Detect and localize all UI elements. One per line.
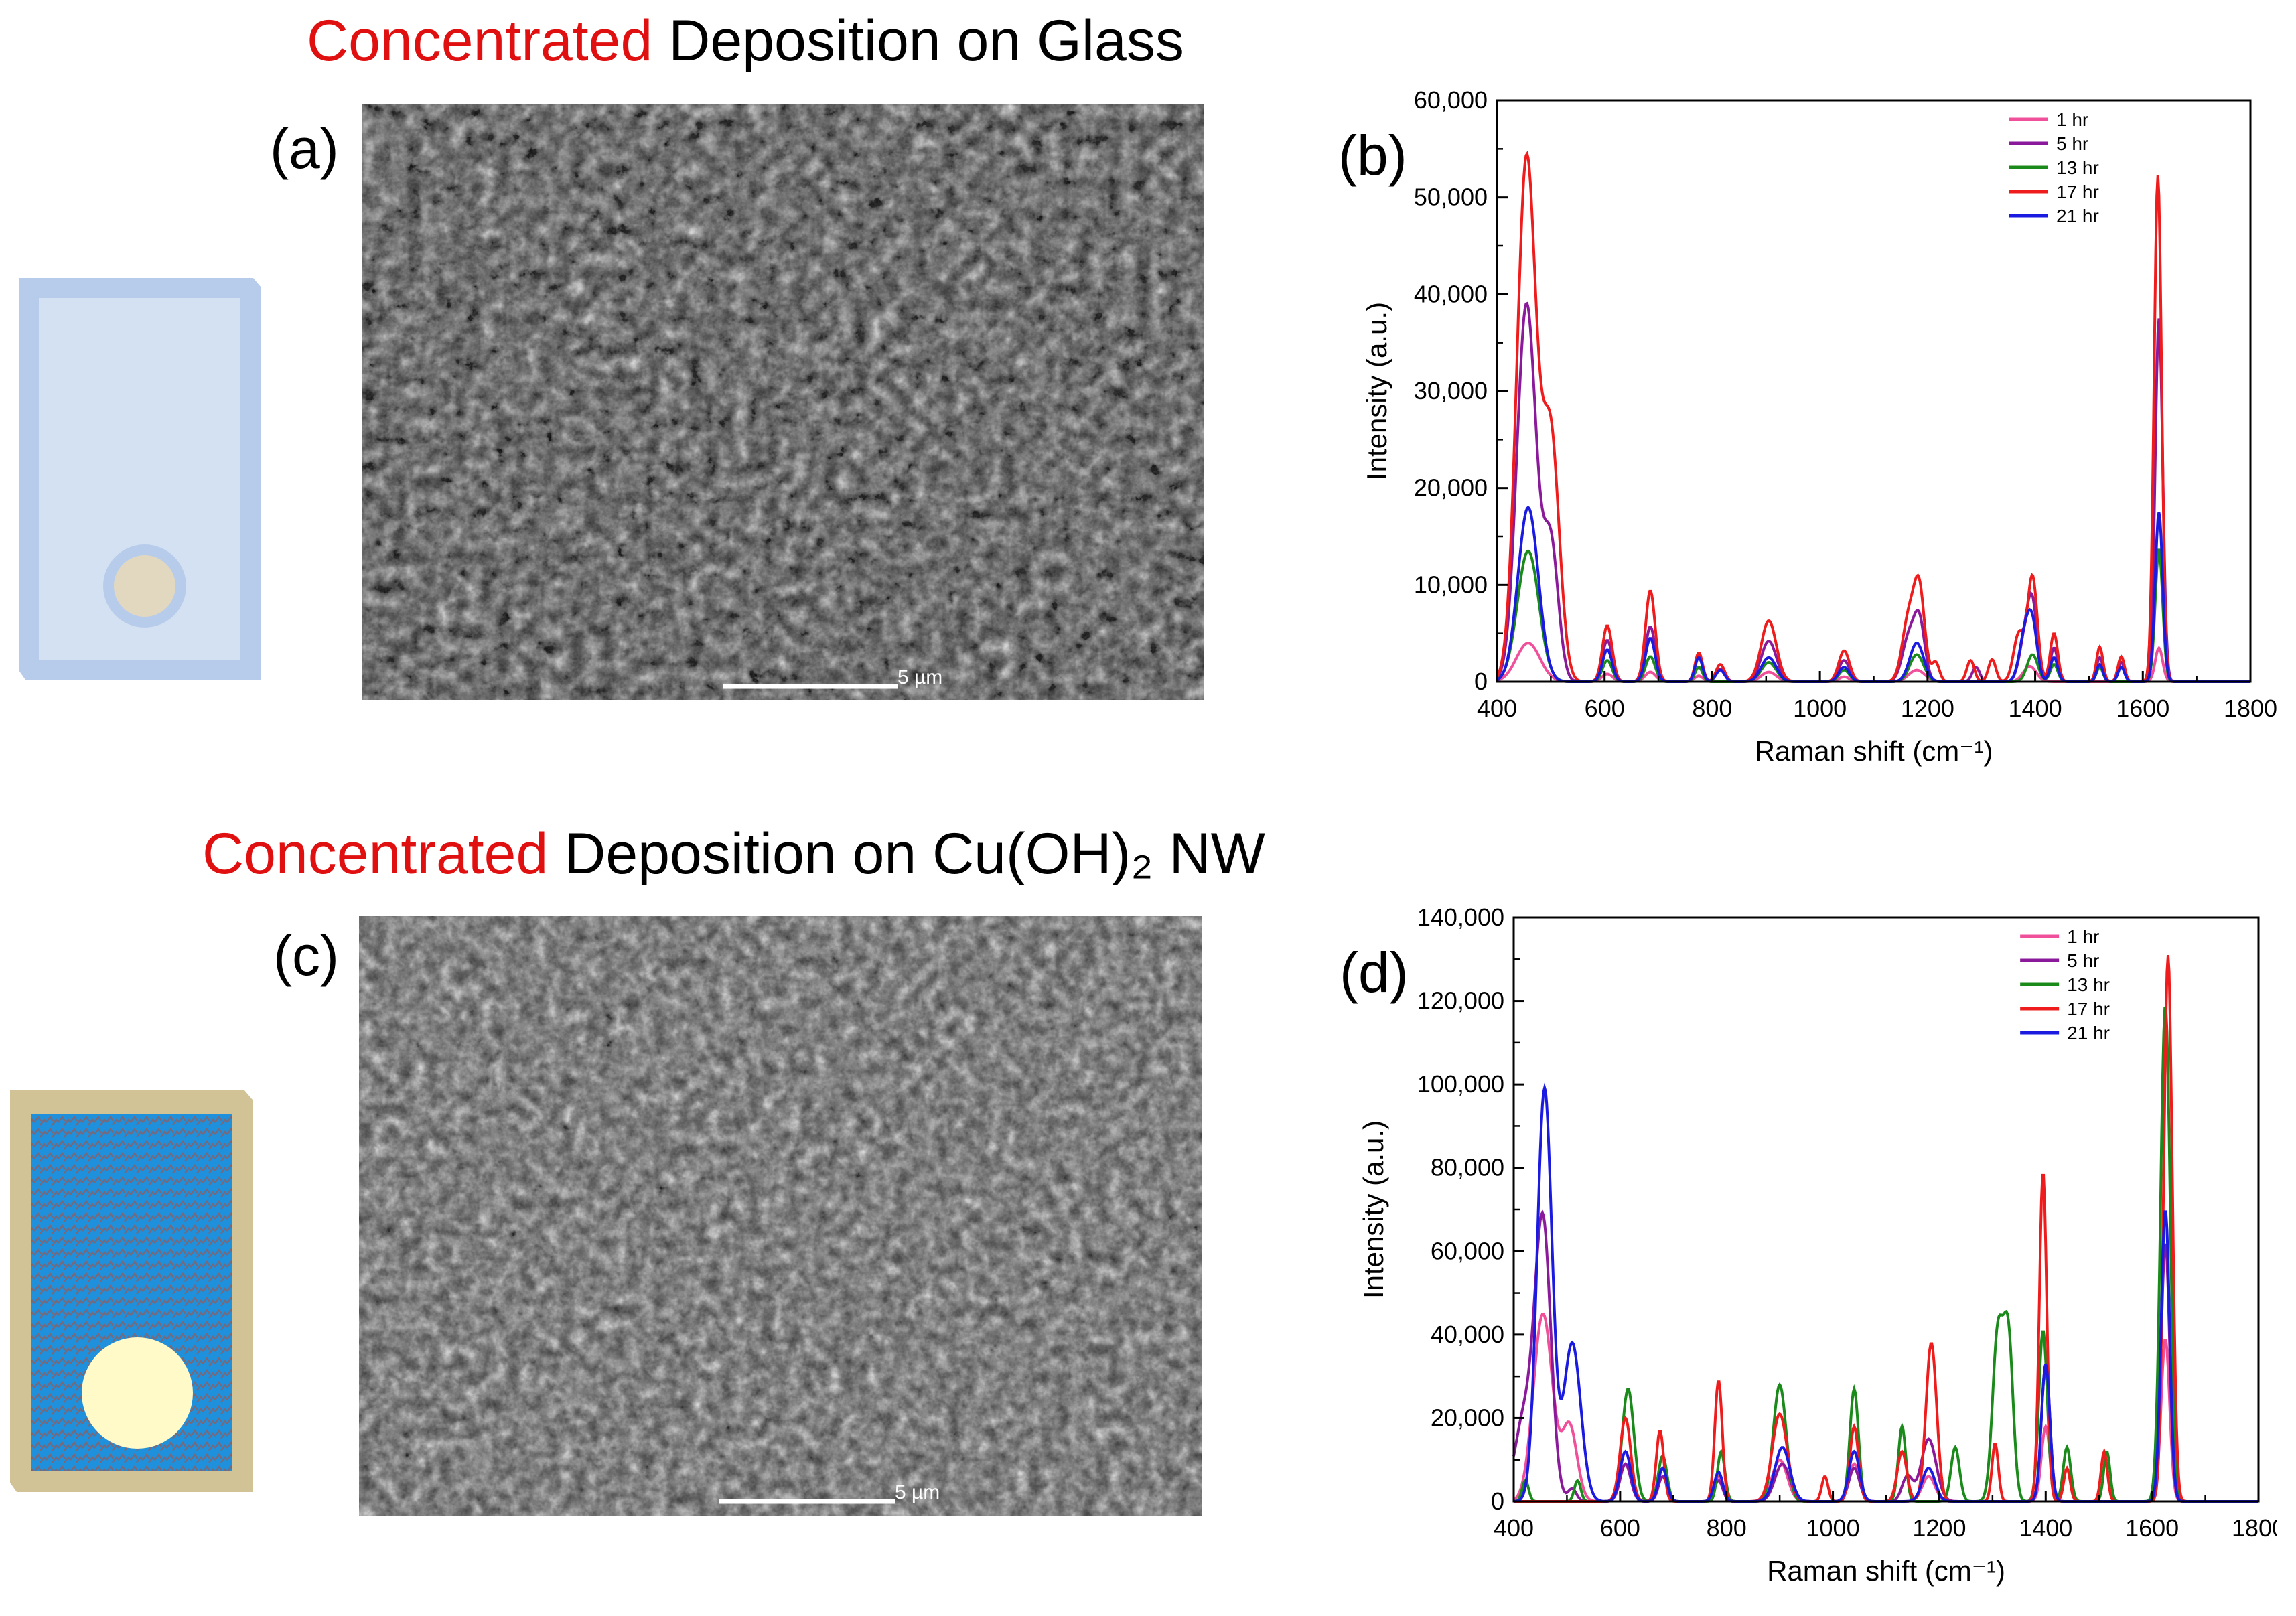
- title-rest: Deposition on Glass: [652, 9, 1184, 73]
- plot-frame: [1496, 99, 2252, 683]
- series-line-13-hr: [1496, 548, 2250, 683]
- sem-image-a: 5 µm: [362, 104, 1204, 700]
- glass-slide-illustration: [19, 278, 261, 680]
- legend-label: 13 hr: [2067, 974, 2110, 995]
- sem-texture-c: [359, 916, 1202, 1516]
- y-axis-label: Intensity (a.u.): [1361, 302, 1392, 480]
- series-line-21-hr: [1513, 1082, 2258, 1503]
- y-tick-label: 10,000: [1414, 571, 1488, 598]
- chart-svg: 400 600 800 1000 1200 1400 1600 1800 0 10,000 20,0…: [1361, 86, 2277, 767]
- y-tick-label: 30,000: [1414, 377, 1488, 405]
- y-tick-label: 140,000: [1417, 903, 1504, 931]
- x-tick-label: 800: [1692, 694, 1732, 722]
- legend-label: 21 hr: [2056, 206, 2099, 226]
- panel-label-d: (d): [1340, 941, 1409, 1004]
- series-line-21-hr: [1496, 505, 2250, 683]
- legend-label: 5 hr: [2056, 133, 2088, 154]
- x-tick-label: 800: [1707, 1514, 1747, 1542]
- y-tick-label: 0: [1474, 668, 1488, 695]
- section-title-cuoh2: Concentrated Deposition on Cu(OH)₂ NW: [202, 825, 1265, 883]
- y-tick-label: 40,000: [1431, 1321, 1504, 1348]
- x-tick-label: 1200: [1912, 1514, 1966, 1542]
- title-highlight: Concentrated: [307, 9, 653, 73]
- legend-label: 17 hr: [2067, 999, 2110, 1019]
- y-tick-label: 60,000: [1431, 1237, 1504, 1264]
- panel-label-b: (b): [1338, 124, 1407, 187]
- y-tick-label: 20,000: [1431, 1404, 1504, 1431]
- x-tick-label: 1200: [1901, 694, 1954, 722]
- title-highlight: Concentrated: [202, 822, 549, 886]
- legend-label: 21 hr: [2067, 1023, 2110, 1043]
- plot-frame: [1512, 916, 2260, 1503]
- x-tick-label: 1800: [2224, 694, 2277, 722]
- x-tick-label: 1600: [2125, 1514, 2179, 1542]
- section-title-glass: Concentrated Deposition on Glass: [307, 12, 1184, 70]
- y-tick-label: 100,000: [1417, 1070, 1504, 1098]
- series-line-5-hr: [1496, 301, 2250, 683]
- y-tick-label: 120,000: [1417, 987, 1504, 1015]
- y-tick-label: 0: [1491, 1487, 1504, 1515]
- legend-label: 13 hr: [2056, 157, 2099, 178]
- x-tick-label: 1400: [2019, 1514, 2072, 1542]
- x-tick-label: 1800: [2232, 1514, 2277, 1542]
- x-axis-label: Raman shift (cm⁻¹): [1767, 1555, 2005, 1587]
- y-tick-label: 40,000: [1414, 280, 1488, 307]
- raman-chart-d: 400 600 800 1000 1200 1400 1600 1800 0 20,000 40,0…: [1353, 897, 2277, 1607]
- title-rest: Deposition on Cu(OH)₂ NW: [548, 822, 1265, 886]
- y-axis-label: Intensity (a.u.): [1358, 1120, 1389, 1299]
- x-axis-label: Raman shift (cm⁻¹): [1755, 735, 1993, 767]
- x-tick-label: 1000: [1793, 694, 1847, 722]
- x-tick-label: 1400: [2009, 694, 2062, 722]
- x-tick-label: 400: [1494, 1514, 1534, 1542]
- sem-image-c: 5 µm: [359, 916, 1202, 1516]
- nanowire-slide-illustration: [10, 1090, 253, 1492]
- legend-label: 17 hr: [2056, 181, 2099, 202]
- x-tick-label: 600: [1585, 694, 1625, 722]
- chart-svg: 400 600 800 1000 1200 1400 1600 1800 0 20,000 40,0…: [1358, 903, 2277, 1587]
- sem-texture-a: [362, 104, 1204, 700]
- y-tick-label: 80,000: [1431, 1154, 1504, 1181]
- raman-chart-b: 400 600 800 1000 1200 1400 1600 1800 0 10,000 20,0…: [1360, 80, 2277, 784]
- x-tick-label: 400: [1477, 694, 1517, 722]
- series-line-17-hr: [1514, 954, 2258, 1503]
- y-tick-label: 20,000: [1414, 474, 1488, 502]
- x-tick-label: 600: [1600, 1514, 1640, 1542]
- x-tick-label: 1600: [2116, 694, 2169, 722]
- y-tick-label: 60,000: [1414, 86, 1488, 114]
- legend-label: 1 hr: [2056, 109, 2088, 130]
- panel-label-a: (a): [270, 117, 339, 180]
- scalebar-label-c: 5 µm: [895, 1481, 940, 1503]
- series-line-17-hr: [1496, 150, 2250, 683]
- legend-label: 1 hr: [2067, 926, 2099, 947]
- x-tick-label: 1000: [1806, 1514, 1860, 1542]
- series-line-13-hr: [1513, 1007, 2258, 1503]
- panel-label-c: (c): [273, 924, 339, 987]
- scalebar-label-a: 5 µm: [898, 666, 943, 688]
- y-tick-label: 50,000: [1414, 183, 1488, 211]
- series-line-5-hr: [1512, 1209, 2258, 1503]
- legend-label: 5 hr: [2067, 950, 2099, 971]
